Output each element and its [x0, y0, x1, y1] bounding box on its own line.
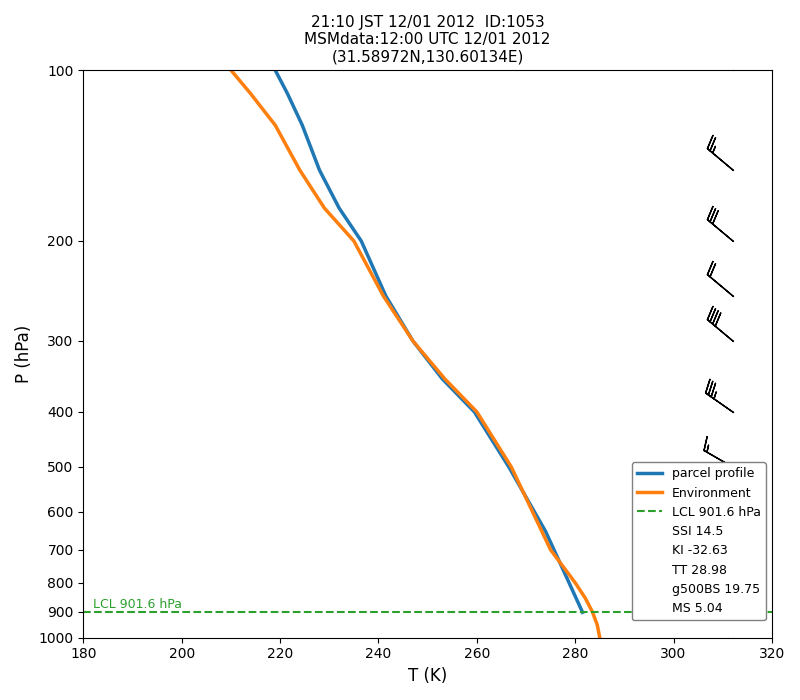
Title: 21:10 JST 12/01 2012  ID:1053
MSMdata:12:00 UTC 12/01 2012
(31.58972N,130.60134E: 21:10 JST 12/01 2012 ID:1053 MSMdata:12:…: [305, 15, 551, 65]
Legend: parcel profile, Environment, LCL 901.6 hPa, SSI 14.5, KI -32.63, TT 28.98, g500B: parcel profile, Environment, LCL 901.6 h…: [632, 463, 766, 620]
Y-axis label: P (hPa): P (hPa): [15, 325, 33, 383]
Text: LCL 901.6 hPa: LCL 901.6 hPa: [94, 598, 182, 611]
X-axis label: T (K): T (K): [408, 667, 447, 685]
